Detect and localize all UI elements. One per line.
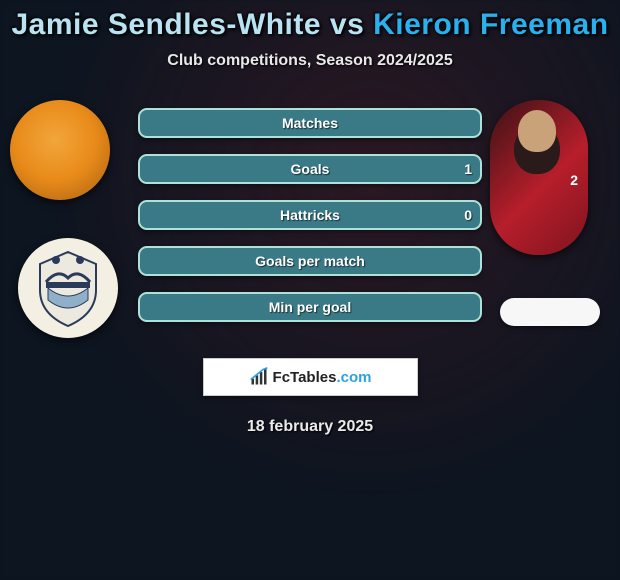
vs-text: vs: [330, 8, 364, 41]
stat-value-right: [464, 110, 480, 136]
player2-photo: [490, 100, 588, 255]
brand-text: FcTables.com: [273, 369, 372, 386]
brand-suffix: .com: [336, 369, 371, 386]
club-badge-icon: [18, 238, 118, 338]
player1-name: Jamie Sendles-White: [11, 8, 321, 41]
stat-label: Goals: [140, 156, 480, 182]
subtitle: Club competitions, Season 2024/2025: [0, 52, 620, 70]
stat-label: Matches: [140, 110, 480, 136]
comparison-area: Matches Goals 1 Hattricks 0 Goals per ma…: [0, 108, 620, 338]
stat-bar: Min per goal: [138, 292, 482, 322]
content-wrapper: Jamie Sendles-White vs Kieron Freeman Cl…: [0, 0, 620, 436]
stat-label: Goals per match: [140, 248, 480, 274]
stat-label: Min per goal: [140, 294, 480, 320]
player2-name: Kieron Freeman: [373, 8, 608, 41]
stat-bar: Hattricks 0: [138, 200, 482, 230]
stat-bar: Goals 1: [138, 154, 482, 184]
player1-photo: [10, 100, 110, 200]
stat-value-right: 1: [456, 156, 480, 182]
chart-icon: [249, 367, 269, 387]
stat-label: Hattricks: [140, 202, 480, 228]
stat-value-right: 0: [456, 202, 480, 228]
page-title: Jamie Sendles-White vs Kieron Freeman: [0, 8, 620, 42]
player2-club-badge: [500, 298, 600, 326]
player1-club-badge: [18, 238, 118, 338]
stat-value-right: [464, 248, 480, 274]
date-text: 18 february 2025: [0, 418, 620, 436]
stat-value-right: [464, 294, 480, 320]
brand-box[interactable]: FcTables.com: [203, 358, 418, 396]
stat-bar: Goals per match: [138, 246, 482, 276]
brand-name: FcTables: [273, 369, 337, 386]
stat-bars: Matches Goals 1 Hattricks 0 Goals per ma…: [138, 108, 482, 338]
stat-bar: Matches: [138, 108, 482, 138]
